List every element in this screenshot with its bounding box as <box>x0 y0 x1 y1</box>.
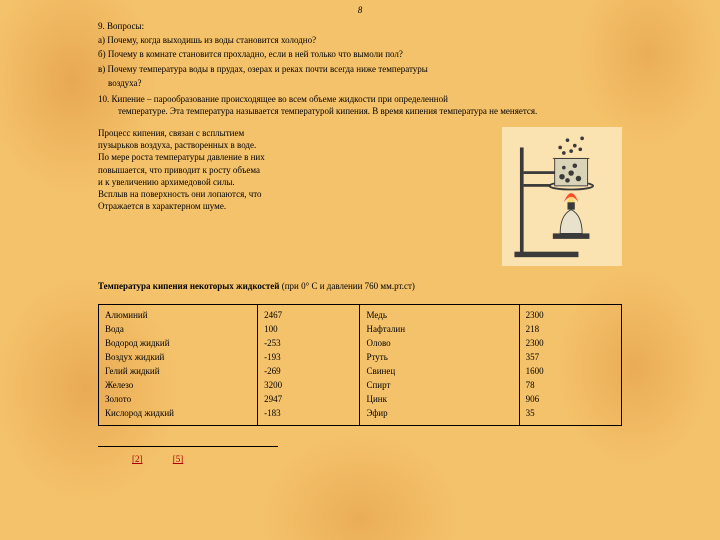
cell: 906 <box>526 393 615 407</box>
table-heading-bold: Температура кипения некоторых жидкостей <box>98 281 279 291</box>
cell: Ртуть <box>366 351 512 365</box>
footnote-link-2[interactable]: [2] <box>132 454 143 464</box>
cell: -183 <box>264 407 353 421</box>
question-c-line2: воздуха? <box>108 77 622 89</box>
proc-l4: повышается, что приводит к росту объема <box>98 164 492 176</box>
table-heading: Температура кипения некоторых жидкостей … <box>98 280 622 292</box>
proc-l5: и к увеличению архимедовой силы. <box>98 176 492 188</box>
process-description: Процесс кипения, связан с всплытием пузы… <box>98 127 492 266</box>
footnote-link-5[interactable]: [5] <box>173 454 184 464</box>
document-page: 8 9. Вопросы: а) Почему, когда выходишь … <box>0 0 720 540</box>
values-col-2: 2300 218 2300 357 1600 78 906 35 <box>519 305 621 426</box>
cell: 2300 <box>526 337 615 351</box>
cell: Золото <box>105 393 251 407</box>
cell: 3200 <box>264 379 353 393</box>
cell: Олово <box>366 337 512 351</box>
cell: Эфир <box>366 407 512 421</box>
cell: Вода <box>105 323 251 337</box>
apparatus-svg <box>506 131 618 259</box>
footnote-links: [2] [5] <box>132 453 622 465</box>
cell: 35 <box>526 407 615 421</box>
cell: Железо <box>105 379 251 393</box>
boiling-apparatus-figure <box>502 127 622 266</box>
proc-l6: Всплыв на поверхность они лопаются, что <box>98 188 492 200</box>
cell: Гелий жидкий <box>105 365 251 379</box>
definition-rest: температуре. Эта температура называется … <box>98 105 622 117</box>
cell: -193 <box>264 351 353 365</box>
footnote-separator <box>98 446 278 447</box>
cell: Кислород жидкий <box>105 407 251 421</box>
question-c-line1: в) Почему температура воды в прудах, озе… <box>98 63 622 75</box>
cell: 218 <box>526 323 615 337</box>
boiling-points-table: Алюминий Вода Водород жидкий Воздух жидк… <box>98 304 622 426</box>
cell: 100 <box>264 323 353 337</box>
cell: 78 <box>526 379 615 393</box>
proc-l1: Процесс кипения, связан с всплытием <box>98 127 492 139</box>
definition-line1: 10. Кипение – парообразование происходящ… <box>98 93 622 105</box>
table-heading-rest: (при 0° С и давлении 760 мм.рт.ст) <box>279 281 414 291</box>
cell: 2467 <box>264 309 353 323</box>
cell: 2947 <box>264 393 353 407</box>
cell: Свинец <box>366 365 512 379</box>
values-col-1: 2467 100 -253 -193 -269 3200 2947 -183 <box>258 305 360 426</box>
proc-l3: По мере роста температуры давление в них <box>98 151 492 163</box>
table-row: Алюминий Вода Водород жидкий Воздух жидк… <box>99 305 622 426</box>
question-a: а) Почему, когда выходишь из воды станов… <box>98 34 622 46</box>
cell: Воздух жидкий <box>105 351 251 365</box>
cell: -253 <box>264 337 353 351</box>
cell: Нафталин <box>366 323 512 337</box>
proc-l7: Отражается в характерном шуме. <box>98 200 492 212</box>
substances-col-2: Медь Нафталин Олово Ртуть Свинец Спирт Ц… <box>360 305 519 426</box>
boiling-definition: 10. Кипение – парообразование происходящ… <box>98 93 622 117</box>
cell: 1600 <box>526 365 615 379</box>
cell: Алюминий <box>105 309 251 323</box>
cell: 2300 <box>526 309 615 323</box>
process-and-figure: Процесс кипения, связан с всплытием пузы… <box>98 127 622 266</box>
substances-col-1: Алюминий Вода Водород жидкий Воздух жидк… <box>99 305 258 426</box>
question-b: б) Почему в комнате становится прохладно… <box>98 48 622 60</box>
cell: Спирт <box>366 379 512 393</box>
questions-heading: 9. Вопросы: <box>98 20 622 32</box>
cell: Медь <box>366 309 512 323</box>
cell: -269 <box>264 365 353 379</box>
proc-l2: пузырьков воздуха, растворенных в воде. <box>98 139 492 151</box>
cell: 357 <box>526 351 615 365</box>
cell: Цинк <box>366 393 512 407</box>
page-number: 8 <box>98 4 622 16</box>
cell: Водород жидкий <box>105 337 251 351</box>
